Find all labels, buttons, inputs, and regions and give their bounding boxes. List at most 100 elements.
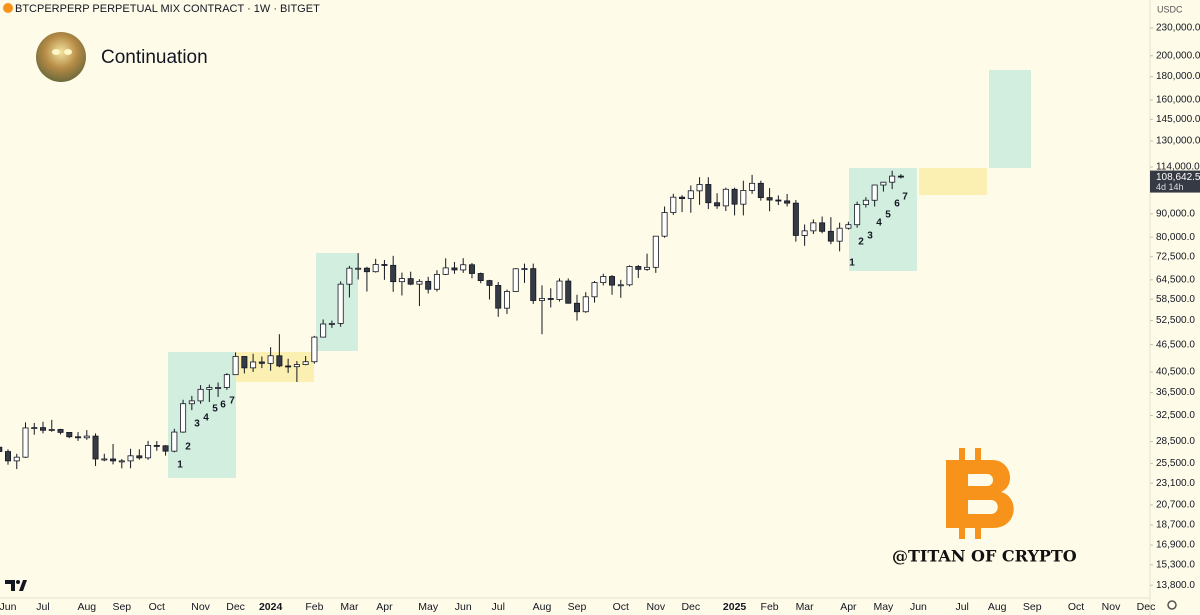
candle-body [13, 456, 20, 462]
candle-body [609, 276, 616, 286]
candle-body [600, 276, 607, 284]
avatar-eye [52, 49, 60, 55]
logo-part [19, 580, 27, 591]
candle-body [819, 222, 826, 232]
candle-body [416, 280, 423, 285]
candle-body [136, 455, 143, 459]
wave-label: 4 [876, 218, 882, 229]
y-tick-label: 180,000.0 [1156, 71, 1200, 82]
x-tick-label: May [418, 601, 439, 613]
zone-box [919, 168, 987, 195]
candle-body [749, 182, 756, 191]
plot-area [0, 70, 1031, 478]
candle-body [206, 387, 213, 390]
symbol-line: BTCPERPERP PERPETUAL MIX CONTRACT · 1W ·… [15, 3, 320, 15]
candle-body [83, 435, 90, 439]
candle-body [810, 222, 817, 232]
candle-body [381, 264, 388, 266]
candle-body [538, 298, 545, 301]
settings-icon[interactable] [1167, 600, 1177, 610]
x-tick-label: Dec [226, 601, 245, 613]
y-tick-label: 200,000.0 [1156, 50, 1200, 61]
candle-body [302, 361, 309, 365]
zone-box [236, 352, 314, 382]
zone-box [168, 352, 236, 478]
x-tick-label: Feb [761, 601, 779, 613]
candle-body [705, 184, 712, 204]
candle-body [897, 175, 904, 178]
x-tick-label: Apr [840, 601, 857, 613]
candle-body [574, 302, 581, 313]
candle-body [626, 266, 633, 286]
x-tick-label: Mar [796, 601, 815, 613]
candle-body [390, 264, 397, 283]
y-tick-label: 13,800.0 [1156, 580, 1195, 591]
y-tick-label: 130,000.0 [1156, 136, 1200, 147]
wave-label: 5 [212, 404, 218, 415]
candle-body [696, 184, 703, 192]
y-tick-label: 145,000.0 [1156, 114, 1200, 125]
x-tick-label: Nov [646, 601, 665, 613]
candle-body [197, 388, 204, 402]
candle-body [556, 280, 563, 300]
y-tick-label: 40,500.0 [1156, 367, 1195, 378]
y-tick-label: 32,500.0 [1156, 410, 1195, 421]
candle-body [871, 184, 878, 201]
x-tick-label: 2025 [723, 601, 747, 613]
candle-body [670, 196, 677, 213]
x-tick-label: Jun [910, 601, 927, 613]
x-tick-label: Nov [1102, 601, 1121, 613]
currency: USDC [1157, 4, 1183, 14]
wave-label: 1 [177, 460, 183, 471]
wave-label: 2 [185, 442, 191, 453]
candle-body [40, 427, 47, 431]
candle-body [644, 266, 651, 270]
candle-body [320, 323, 327, 338]
candle-body [215, 387, 222, 389]
bitcoin-logo [946, 448, 1014, 539]
x-tick-label: Jul [36, 601, 49, 613]
candle-body [757, 182, 764, 198]
candle-body [521, 268, 528, 271]
candle-body [687, 190, 694, 200]
y-tick-label: 20,700.0 [1156, 500, 1195, 511]
y-tick-label: 160,000.0 [1156, 95, 1200, 106]
y-tick-label: 52,500.0 [1156, 315, 1195, 326]
candle-body [451, 267, 458, 271]
candle-body [363, 267, 370, 273]
x-tick-label: Oct [149, 601, 165, 613]
y-tick-label: 25,500.0 [1156, 458, 1195, 469]
candle-body [880, 181, 887, 186]
candle-body [486, 280, 493, 286]
logo-part [5, 580, 15, 591]
y-tick-label: 64,500.0 [1156, 274, 1195, 285]
candle-body [661, 212, 668, 237]
candle-body [425, 280, 432, 290]
y-tick-label: 114,000.0 [1156, 162, 1200, 173]
candle-body [22, 427, 29, 458]
logo-part [975, 448, 981, 464]
candle-body [635, 266, 642, 270]
candle-body [460, 264, 467, 271]
wave-label: 4 [203, 413, 209, 424]
y-tick-label: 46,500.0 [1156, 339, 1195, 350]
candle-body [311, 336, 318, 363]
candle-body [503, 291, 510, 309]
candle-body [75, 436, 82, 439]
candle-body [92, 435, 99, 460]
y-tick-label: 18,700.0 [1156, 520, 1195, 531]
candle-body [153, 445, 160, 447]
candle-body [66, 431, 73, 438]
y-tick-label: 230,000.0 [1156, 23, 1200, 34]
wave-label: 3 [194, 419, 200, 430]
y-tick-label: 15,300.0 [1156, 559, 1195, 570]
candle-body [162, 445, 169, 452]
x-tick-label: Jun [455, 601, 472, 613]
candle-body [617, 284, 624, 287]
candle-body [468, 264, 475, 274]
candle-body [57, 429, 64, 433]
y-tick-label: 80,000.0 [1156, 232, 1195, 243]
candle-body [714, 202, 721, 207]
candle-body [722, 188, 729, 207]
logo-part [959, 524, 965, 539]
